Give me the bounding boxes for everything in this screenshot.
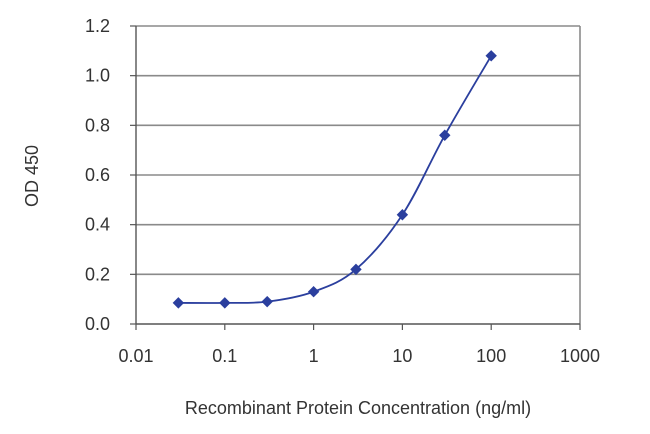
x-tick-label-4: 100 xyxy=(476,346,506,366)
y-tick-label-5: 1.0 xyxy=(85,66,110,86)
data-point-4 xyxy=(350,263,362,276)
y-tick-label-1: 0.2 xyxy=(85,264,110,284)
x-axis-ticks: 0.01 0.1 1 10 100 1000 xyxy=(118,324,600,366)
data-point-0 xyxy=(172,297,185,309)
x-tick-label-3: 10 xyxy=(392,346,412,366)
y-axis-title: OD 450 xyxy=(22,145,42,207)
data-point-1 xyxy=(219,297,231,309)
y-tick-label-4: 0.8 xyxy=(85,115,110,135)
data-point-7 xyxy=(485,50,497,62)
series-line-0 xyxy=(178,55,492,304)
data-point-2 xyxy=(261,295,273,308)
data-point-6 xyxy=(439,129,451,141)
x-tick-label-0: 0.01 xyxy=(118,346,153,366)
data-series xyxy=(172,50,497,309)
y-tick-label-2: 0.4 xyxy=(85,215,110,235)
x-tick-label-5: 1000 xyxy=(560,346,600,366)
y-tick-label-6: 1.2 xyxy=(85,16,110,36)
x-axis-title: Recombinant Protein Concentration (ng/ml… xyxy=(185,398,531,418)
gridlines xyxy=(136,74,580,276)
x-tick-label-1: 0.1 xyxy=(212,346,237,366)
y-tick-label-0: 0.0 xyxy=(85,314,110,334)
y-tick-label-3: 0.6 xyxy=(85,165,110,185)
data-point-5 xyxy=(396,209,409,221)
y-axis-ticks: 0.0 0.2 0.4 0.6 0.8 1.0 1.2 xyxy=(85,16,136,334)
data-point-3 xyxy=(307,286,320,298)
x-tick-label-2: 1 xyxy=(309,346,319,366)
